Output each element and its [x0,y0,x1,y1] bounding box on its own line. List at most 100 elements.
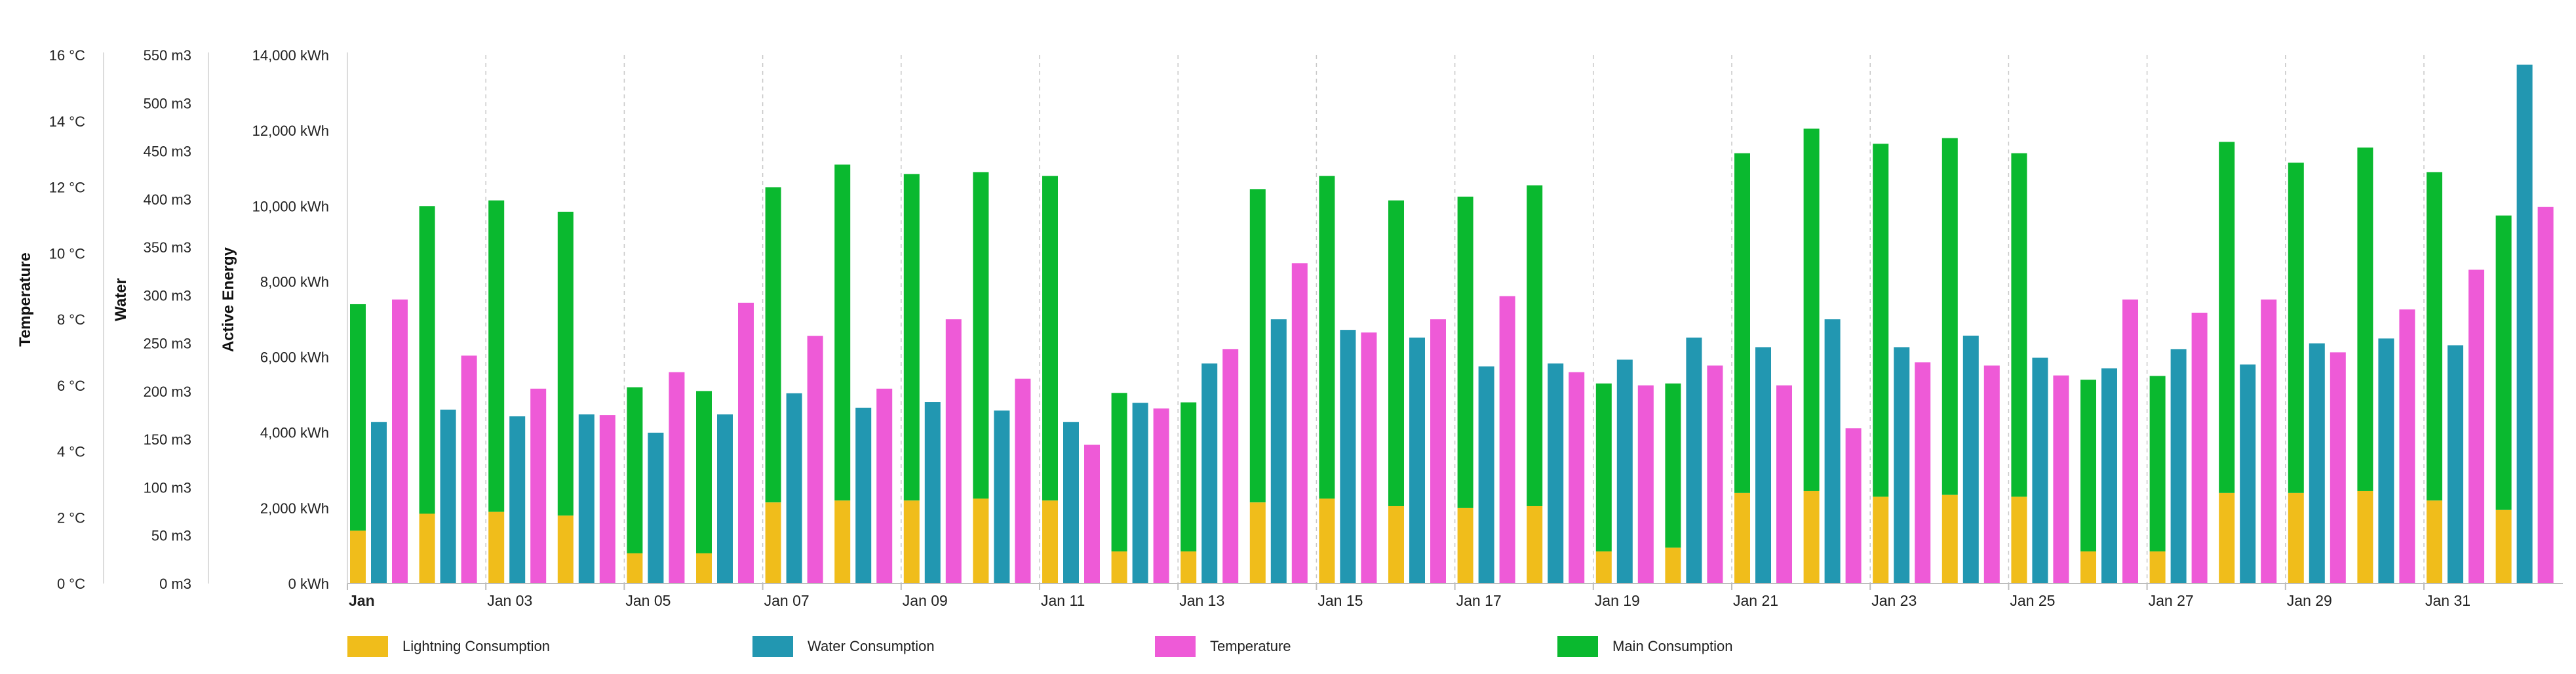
bar-water-consumption[interactable] [1616,359,1633,584]
bar-temperature[interactable] [461,355,477,584]
bar-temperature[interactable] [1084,445,1100,584]
bar-lightning-consumption[interactable] [419,513,435,584]
bar-temperature[interactable] [2261,299,2277,584]
bar-temperature[interactable] [669,372,685,584]
bar-temperature[interactable] [807,336,823,584]
bar-temperature[interactable] [1983,365,2000,584]
bar-lightning-consumption[interactable] [2219,492,2235,584]
bar-lightning-consumption[interactable] [1527,506,1543,584]
bar-main-consumption[interactable] [1527,185,1543,506]
bar-temperature[interactable] [392,299,408,584]
bar-temperature[interactable] [1569,372,1585,584]
bar-water-consumption[interactable] [855,407,872,584]
bar-main-consumption[interactable] [973,172,989,499]
bar-water-consumption[interactable] [786,393,802,584]
bar-lightning-consumption[interactable] [903,500,920,584]
bar-lightning-consumption[interactable] [1803,490,1820,584]
bar-temperature[interactable] [2399,309,2415,584]
bar-main-consumption[interactable] [2427,172,2442,501]
bar-temperature[interactable] [2469,269,2484,584]
bar-main-consumption[interactable] [834,164,851,501]
bar-water-consumption[interactable] [1962,335,1979,584]
bar-water-consumption[interactable] [578,414,595,584]
bar-main-consumption[interactable] [627,387,643,553]
bar-main-consumption[interactable] [2288,163,2304,493]
bar-water-consumption[interactable] [994,410,1010,584]
bar-water-consumption[interactable] [1063,422,1079,584]
legend-item-main-consumption[interactable]: Main Consumption [1557,635,1732,658]
bar-lightning-consumption[interactable] [765,502,781,584]
bar-water-consumption[interactable] [1409,337,1425,584]
bar-temperature[interactable] [1015,378,1031,584]
bar-main-consumption[interactable] [1042,176,1058,501]
bar-lightning-consumption[interactable] [1595,551,1612,584]
bar-main-consumption[interactable] [1457,196,1473,508]
bar-water-consumption[interactable] [1478,366,1494,584]
bar-lightning-consumption[interactable] [2288,492,2304,584]
bar-main-consumption[interactable] [1388,200,1404,506]
bar-main-consumption[interactable] [1873,144,1889,497]
bar-main-consumption[interactable] [1249,189,1266,503]
bar-lightning-consumption[interactable] [1665,547,1681,584]
bar-water-consumption[interactable] [1340,330,1356,584]
bar-main-consumption[interactable] [1665,383,1681,548]
bar-temperature[interactable] [599,415,615,584]
bar-main-consumption[interactable] [2495,215,2512,510]
bar-temperature[interactable] [1707,365,1723,584]
bar-temperature[interactable] [1430,319,1446,584]
bar-lightning-consumption[interactable] [834,500,851,584]
bar-temperature[interactable] [1361,332,1377,584]
bar-water-consumption[interactable] [2240,364,2256,584]
bar-lightning-consumption[interactable] [627,553,643,584]
bar-temperature[interactable] [1845,428,1862,584]
bar-main-consumption[interactable] [557,211,574,516]
bar-temperature[interactable] [2191,312,2208,584]
bar-main-consumption[interactable] [1942,138,1958,495]
bar-lightning-consumption[interactable] [1319,498,1335,584]
bar-lightning-consumption[interactable] [973,498,989,584]
bar-water-consumption[interactable] [1132,403,1148,584]
bar-main-consumption[interactable] [2011,153,2027,497]
bar-temperature[interactable] [1776,385,1792,584]
bar-lightning-consumption[interactable] [1873,496,1889,584]
bar-lightning-consumption[interactable] [2495,509,2512,584]
bar-water-consumption[interactable] [2170,349,2187,584]
bar-main-consumption[interactable] [1734,153,1750,493]
bar-water-consumption[interactable] [509,416,526,584]
bar-lightning-consumption[interactable] [1457,507,1473,584]
bar-lightning-consumption[interactable] [557,515,574,584]
bar-water-consumption[interactable] [2448,345,2463,584]
bar-lightning-consumption[interactable] [1942,494,1958,584]
bar-temperature[interactable] [2537,207,2554,584]
bar-water-consumption[interactable] [1894,347,1910,584]
bar-temperature[interactable] [2330,352,2346,584]
bar-main-consumption[interactable] [1595,383,1612,552]
bar-temperature[interactable] [876,388,893,584]
bar-water-consumption[interactable] [1270,319,1287,584]
bar-water-consumption[interactable] [2032,357,2048,584]
bar-lightning-consumption[interactable] [1734,492,1750,584]
bar-lightning-consumption[interactable] [2427,500,2442,584]
bar-water-consumption[interactable] [440,409,456,584]
bar-lightning-consumption[interactable] [1249,502,1266,584]
bar-main-consumption[interactable] [765,187,781,503]
bar-water-consumption[interactable] [1201,363,1218,584]
bar-lightning-consumption[interactable] [2149,551,2166,584]
bar-water-consumption[interactable] [648,432,664,584]
bar-lightning-consumption[interactable] [1388,506,1404,584]
bar-main-consumption[interactable] [419,206,435,514]
bar-water-consumption[interactable] [924,402,941,584]
bar-water-consumption[interactable] [2309,343,2325,584]
bar-water-consumption[interactable] [2101,368,2117,584]
bar-water-consumption[interactable] [1755,347,1771,584]
bar-lightning-consumption[interactable] [696,553,712,584]
bar-water-consumption[interactable] [371,422,387,584]
bar-water-consumption[interactable] [2378,338,2394,584]
bar-main-consumption[interactable] [2357,148,2373,491]
bar-temperature[interactable] [1222,349,1239,584]
bar-temperature[interactable] [1291,263,1308,584]
bar-temperature[interactable] [1915,362,1931,584]
bar-lightning-consumption[interactable] [350,530,366,584]
bar-temperature[interactable] [1153,408,1169,584]
bar-temperature[interactable] [2053,375,2069,584]
